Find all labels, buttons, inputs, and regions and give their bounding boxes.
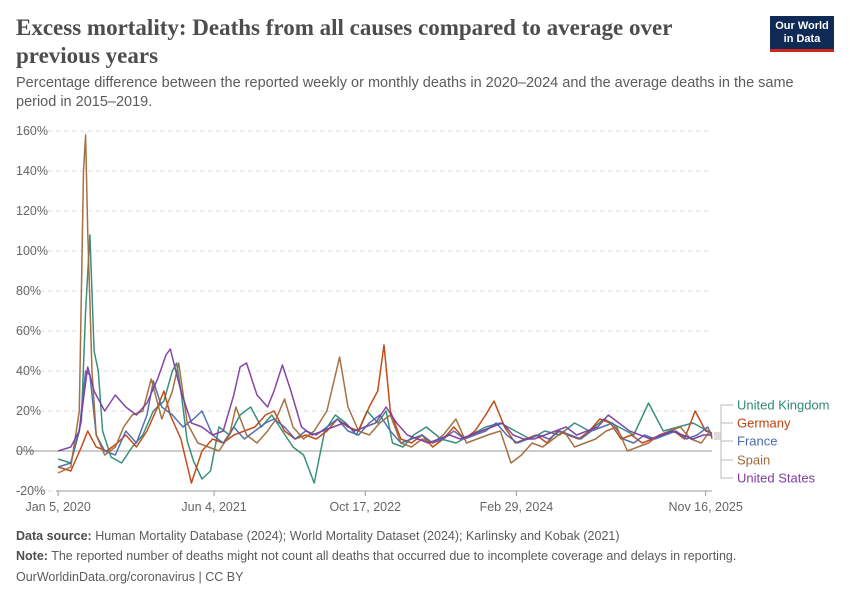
y-tick-label: 80% — [16, 284, 41, 298]
y-tick-label: 100% — [16, 244, 48, 258]
legend-connector — [714, 422, 733, 434]
y-tick-label: 120% — [16, 204, 48, 218]
x-tick-label: Jan 5, 2020 — [25, 500, 90, 514]
series-lines — [57, 134, 713, 484]
y-tick-label: 160% — [16, 124, 48, 138]
series-line-united-states — [57, 348, 712, 452]
y-tick-label: 0% — [16, 444, 34, 458]
data-source-line: Data source: Human Mortality Database (2… — [16, 528, 620, 544]
note-label: Note: — [16, 549, 48, 563]
grid-lines — [16, 130, 712, 492]
x-tick-label: Jun 4, 2021 — [181, 500, 246, 514]
owid-logo[interactable]: Our World in Data — [770, 16, 834, 52]
legend-label-spain: Spain — [737, 453, 770, 468]
data-source-label: Data source: — [16, 529, 92, 543]
y-tick-label: 60% — [16, 324, 41, 338]
y-tick-label: 20% — [16, 404, 41, 418]
legend-connector — [714, 438, 733, 461]
y-tick-label: -20% — [16, 484, 45, 498]
credit-line[interactable]: OurWorldinData.org/coronavirus | CC BY — [16, 570, 244, 584]
legend-label-germany: Germany — [737, 416, 791, 431]
chart-subtitle: Percentage difference between the report… — [16, 75, 794, 110]
logo-line-2: in Data — [783, 33, 821, 45]
y-tick-label: 140% — [16, 164, 48, 178]
data-source-text: Human Mortality Database (2024); World M… — [95, 529, 620, 543]
legend-label-united-kingdom: United Kingdom — [737, 398, 830, 413]
chart-title: Excess mortality: Deaths from all causes… — [16, 15, 672, 68]
legend-label-france: France — [737, 434, 777, 449]
logo-line-1: Our World — [775, 20, 829, 32]
note-text: The reported number of deaths might not … — [51, 549, 737, 563]
y-tick-label: 40% — [16, 364, 41, 378]
series-line-spain — [57, 134, 713, 474]
x-tick-label: Feb 29, 2024 — [480, 500, 554, 514]
y-axis-tick-labels: -20% 0% 20% 40% 60% 80% 100% 120% 140% 160% — [16, 124, 48, 498]
legend-label-united-states: United States — [737, 471, 816, 486]
legend-connector — [714, 404, 733, 436]
legend: United Kingdom Germany France Spain United S… — [714, 398, 830, 486]
series-line-france — [57, 370, 713, 468]
note-line: Note: The reported number of deaths migh… — [16, 548, 736, 564]
legend-connector — [714, 434, 733, 479]
x-axis: Jan 5, 2020 Jun 4, 2021 Oct 17, 2022 Feb 29… — [25, 490, 743, 514]
x-tick-label: Nov 16, 2025 — [668, 500, 742, 514]
x-tick-label: Oct 17, 2022 — [329, 500, 401, 514]
series-line-germany — [57, 344, 713, 484]
